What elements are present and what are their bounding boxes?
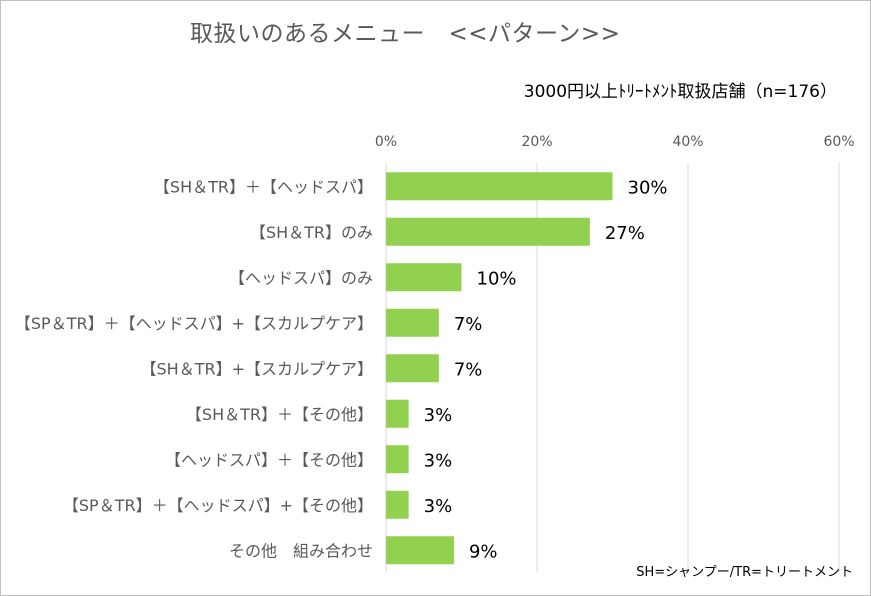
category-label: 【SP＆TR】＋【ヘッドスパ】+【その他】: [63, 496, 373, 515]
x-tick-label: 40%: [672, 134, 703, 150]
data-label: 3%: [424, 496, 453, 517]
data-label: 3%: [424, 405, 453, 426]
chart-title: 取扱いのあるメニュー <<パターン>>: [190, 21, 621, 47]
bar: [386, 536, 454, 565]
data-label: 3%: [424, 450, 453, 471]
category-label: 【ヘッドスパ】のみ: [229, 268, 373, 287]
category-label: その他 組み合わせ: [229, 541, 373, 560]
x-tick-label: 20%: [521, 134, 552, 150]
data-label: 7%: [454, 359, 483, 380]
data-label: 7%: [454, 314, 483, 335]
bar: [386, 263, 462, 292]
category-label: 【SH＆TR】のみ: [250, 223, 373, 242]
category-label: 【SH＆TR】＋【その他】: [186, 405, 373, 424]
data-label: 30%: [628, 177, 668, 198]
category-label: 【SP＆TR】＋【ヘッドスパ】+【スカルプケア】: [15, 314, 373, 333]
category-label: 【SH＆TR】＋【ヘッドスパ】: [154, 177, 373, 196]
chart-subtitle: 3000円以上ﾄﾘｰﾄﾒﾝﾄ取扱店舗（n=176）: [523, 82, 837, 102]
bar: [386, 399, 409, 428]
data-label: 10%: [477, 268, 517, 289]
bar: [386, 308, 439, 337]
x-tick-label: 60%: [823, 134, 854, 150]
bar: [386, 172, 613, 201]
bar: [386, 354, 439, 383]
chart-footnote: SH=シャンプー/TR=トリートメント: [636, 565, 853, 580]
x-tick-label: 0%: [375, 134, 397, 150]
bar: [386, 445, 409, 474]
data-label: 9%: [469, 541, 498, 562]
category-label: 【SH＆TR】+【スカルプケア】: [141, 359, 374, 378]
data-label: 27%: [605, 223, 645, 244]
bar: [386, 217, 590, 246]
category-label: 【ヘッドスパ】＋【その他】: [165, 450, 373, 469]
bar: [386, 490, 409, 519]
